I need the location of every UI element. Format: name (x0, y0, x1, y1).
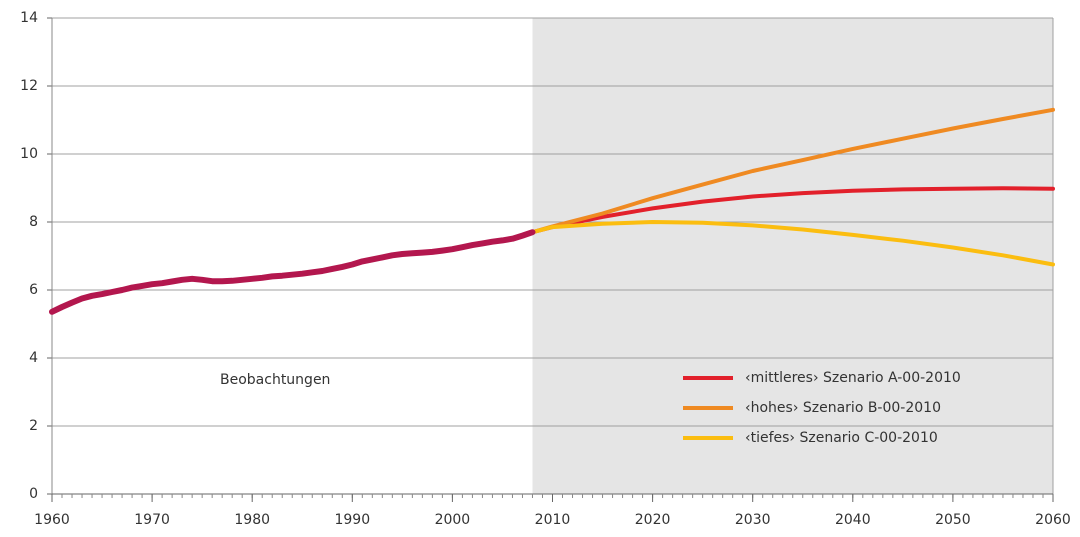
x-tick-label: 2040 (835, 512, 871, 528)
x-tick-label: 2060 (1035, 512, 1071, 528)
series-line (530, 220, 1055, 267)
x-tick-label: 1960 (34, 512, 70, 528)
x-tick-label: 2000 (435, 512, 471, 528)
series-line (530, 107, 1055, 235)
series-line (49, 229, 536, 315)
series-line (530, 186, 1055, 235)
y-tick-label: 12 (20, 78, 38, 94)
series-label: Beobachtungen (220, 372, 330, 388)
x-tick-label: 2050 (935, 512, 971, 528)
y-tick-label: 0 (29, 486, 38, 502)
legend-label: ‹mittleres› Szenario A-00-2010 (745, 370, 961, 386)
y-tick-label: 2 (29, 418, 38, 434)
x-tick-label: 1970 (134, 512, 170, 528)
y-tick-label: 8 (29, 214, 38, 230)
x-tick-label: 2010 (535, 512, 571, 528)
x-tick-label: 2020 (635, 512, 671, 528)
legend-label: ‹tiefes› Szenario C-00-2010 (745, 430, 938, 446)
y-tick-label: 4 (29, 350, 38, 366)
x-tick-label: 1980 (234, 512, 270, 528)
y-tick-label: 14 (20, 10, 38, 26)
y-tick-label: 10 (20, 146, 38, 162)
y-tick-label: 6 (29, 282, 38, 298)
legend-label: ‹hohes› Szenario B-00-2010 (745, 400, 941, 416)
forecast-region (532, 18, 1053, 494)
x-tick-label: 1990 (334, 512, 370, 528)
x-tick-label: 2030 (735, 512, 771, 528)
